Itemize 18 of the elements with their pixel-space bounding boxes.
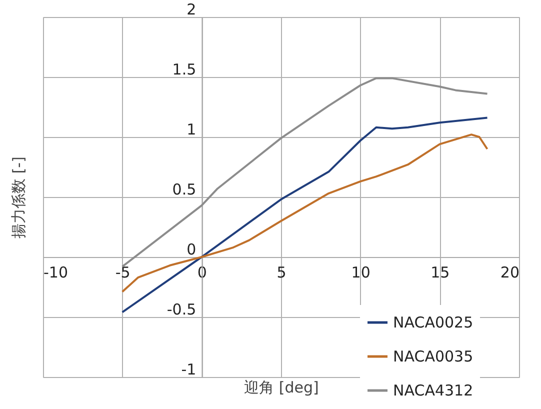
y-tick-label: 0.5 [172, 180, 196, 198]
x-tick-label: 20 [500, 264, 520, 282]
y-tick-label: 1.5 [172, 60, 196, 78]
x-tick-label: -10 [44, 264, 68, 282]
y-tick-label: -0.5 [166, 300, 196, 318]
y-tick-label: -1 [181, 360, 196, 378]
y-tick-label: 1 [186, 120, 196, 138]
legend-label: NACA4312 [393, 382, 474, 400]
x-tick-label: -5 [115, 264, 130, 282]
y-tick-label: 0 [186, 240, 196, 258]
legend-label: NACA0035 [393, 348, 474, 366]
y-tick-label: 2 [186, 0, 196, 18]
x-tick-label: 10 [351, 264, 370, 282]
legend-label: NACA0025 [393, 314, 474, 332]
x-tick-label: 5 [276, 264, 286, 282]
y-axis-title: 揚力係数 [-] [10, 156, 28, 238]
x-tick-label: 15 [430, 264, 450, 282]
x-axis-title: 迎角 [deg] [244, 378, 319, 396]
